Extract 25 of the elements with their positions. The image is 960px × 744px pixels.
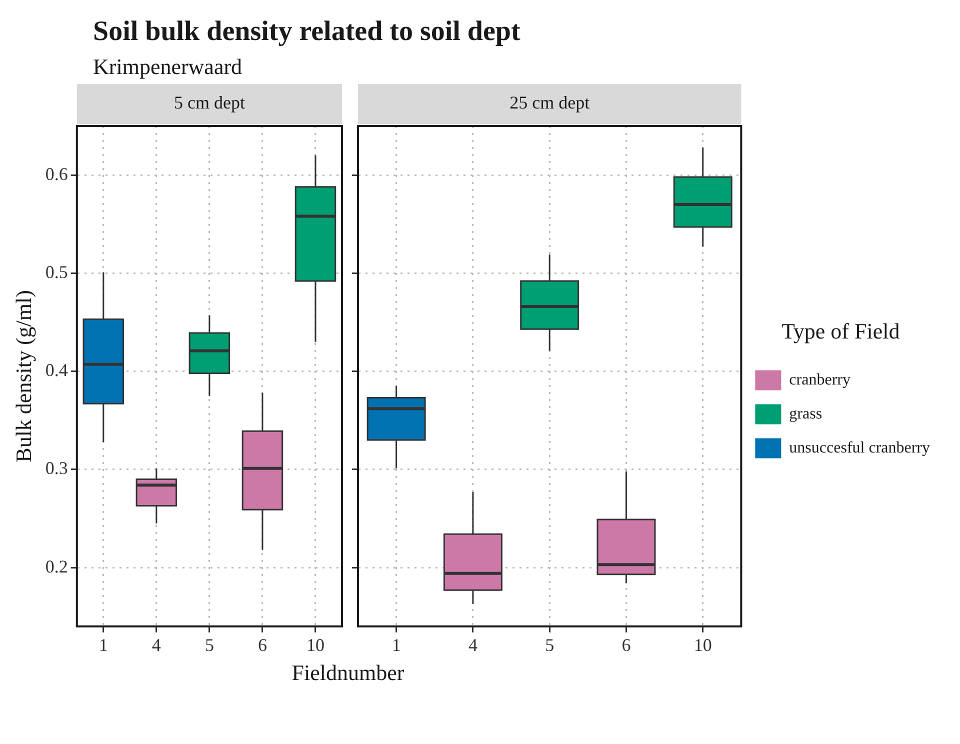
legend-label: unsuccesful cranberry xyxy=(789,439,930,456)
x-tick-label: 10 xyxy=(694,634,712,655)
chart-title: 5 cm dept xyxy=(174,92,245,113)
x-tick-label: 1 xyxy=(98,634,108,655)
x-tick-label: 6 xyxy=(258,634,267,655)
y-axis-title: Bulk density (g/ml) xyxy=(10,290,36,462)
y-tick-label: 0.5 xyxy=(45,262,68,282)
text: Soil bulk density related to soil dept xyxy=(93,16,522,48)
y-tick-label: 0.6 xyxy=(45,164,68,184)
legend-label: cranberry xyxy=(789,371,850,388)
chart-title: 25 cm dept xyxy=(510,92,590,113)
x-tick-label: 6 xyxy=(622,634,631,655)
x-tick-label: 4 xyxy=(152,634,161,655)
y-tick-label: 0.3 xyxy=(45,458,68,478)
legend-title: Type of Field xyxy=(781,318,900,344)
legend-label: grass xyxy=(789,405,822,422)
y-tick-label: 0.2 xyxy=(45,556,68,576)
x-tick-label: 4 xyxy=(468,634,478,655)
x-tick-label: 5 xyxy=(545,634,554,655)
x-tick-label: 10 xyxy=(306,634,324,655)
y-tick-label: 0.4 xyxy=(45,360,68,380)
x-tick-label: 1 xyxy=(392,634,401,655)
text: Krimpenerwaard xyxy=(93,54,244,80)
x-axis-title: Fieldnumber xyxy=(290,660,406,686)
x-tick-label: 5 xyxy=(204,634,214,655)
